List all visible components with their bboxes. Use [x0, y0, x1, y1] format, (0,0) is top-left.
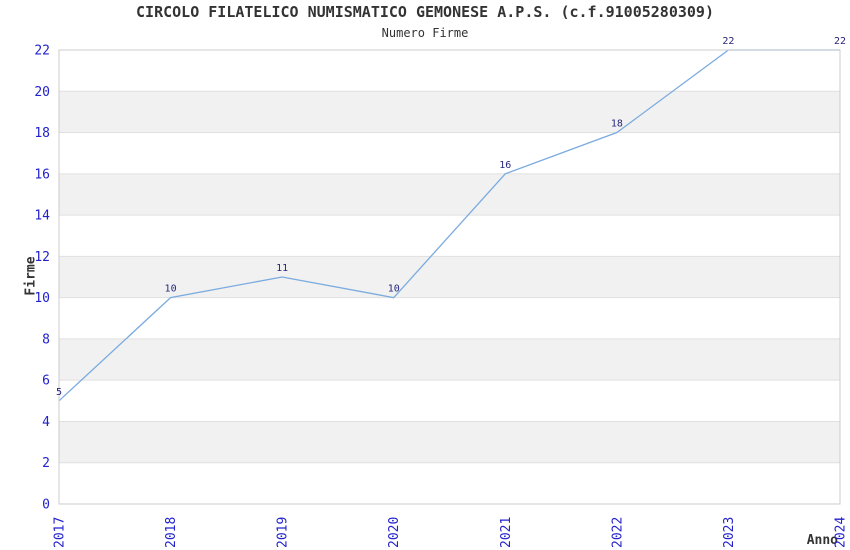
plot-band	[59, 256, 840, 298]
x-tick-label: 2017	[53, 517, 68, 548]
y-tick-label: 0	[42, 498, 50, 513]
value-label: 10	[165, 284, 177, 295]
y-tick-label: 10	[34, 291, 50, 306]
y-tick-label: 12	[34, 250, 50, 265]
x-tick-label: 2023	[722, 517, 737, 548]
value-label: 11	[276, 263, 288, 274]
plot-band	[59, 91, 840, 133]
y-tick-label: 18	[34, 126, 50, 141]
x-tick-label: 2019	[276, 517, 291, 548]
plot-band	[59, 421, 840, 463]
value-label: 18	[611, 119, 623, 130]
y-tick-label: 2	[42, 456, 50, 471]
value-label: 22	[722, 36, 734, 47]
value-label: 22	[834, 36, 846, 47]
value-label: 16	[499, 160, 511, 171]
x-tick-label: 2024	[834, 517, 849, 548]
y-tick-label: 14	[34, 209, 50, 224]
plot-band	[59, 338, 840, 381]
data-line	[58, 49, 840, 402]
chart-title: CIRCOLO FILATELICO NUMISMATICO GEMONESE …	[136, 3, 714, 21]
y-tick-label: 8	[42, 332, 50, 347]
x-tick-label: 2022	[610, 517, 625, 548]
x-tick-label: 2020	[387, 517, 402, 548]
y-tick-label: 16	[34, 167, 50, 182]
x-tick-label: 2018	[164, 517, 179, 548]
plot-border	[58, 49, 841, 505]
x-axis-title: Anno	[806, 533, 838, 548]
chart-subtitle: Numero Firme	[381, 26, 469, 40]
value-label: 5	[56, 387, 62, 398]
y-tick-label: 4	[42, 415, 50, 430]
y-tick-label: 6	[42, 374, 50, 389]
x-tick-label: 2021	[499, 517, 514, 548]
plot-band	[59, 173, 840, 216]
value-label: 10	[388, 284, 400, 295]
y-tick-label: 20	[34, 85, 50, 100]
y-tick-label: 22	[34, 44, 50, 59]
